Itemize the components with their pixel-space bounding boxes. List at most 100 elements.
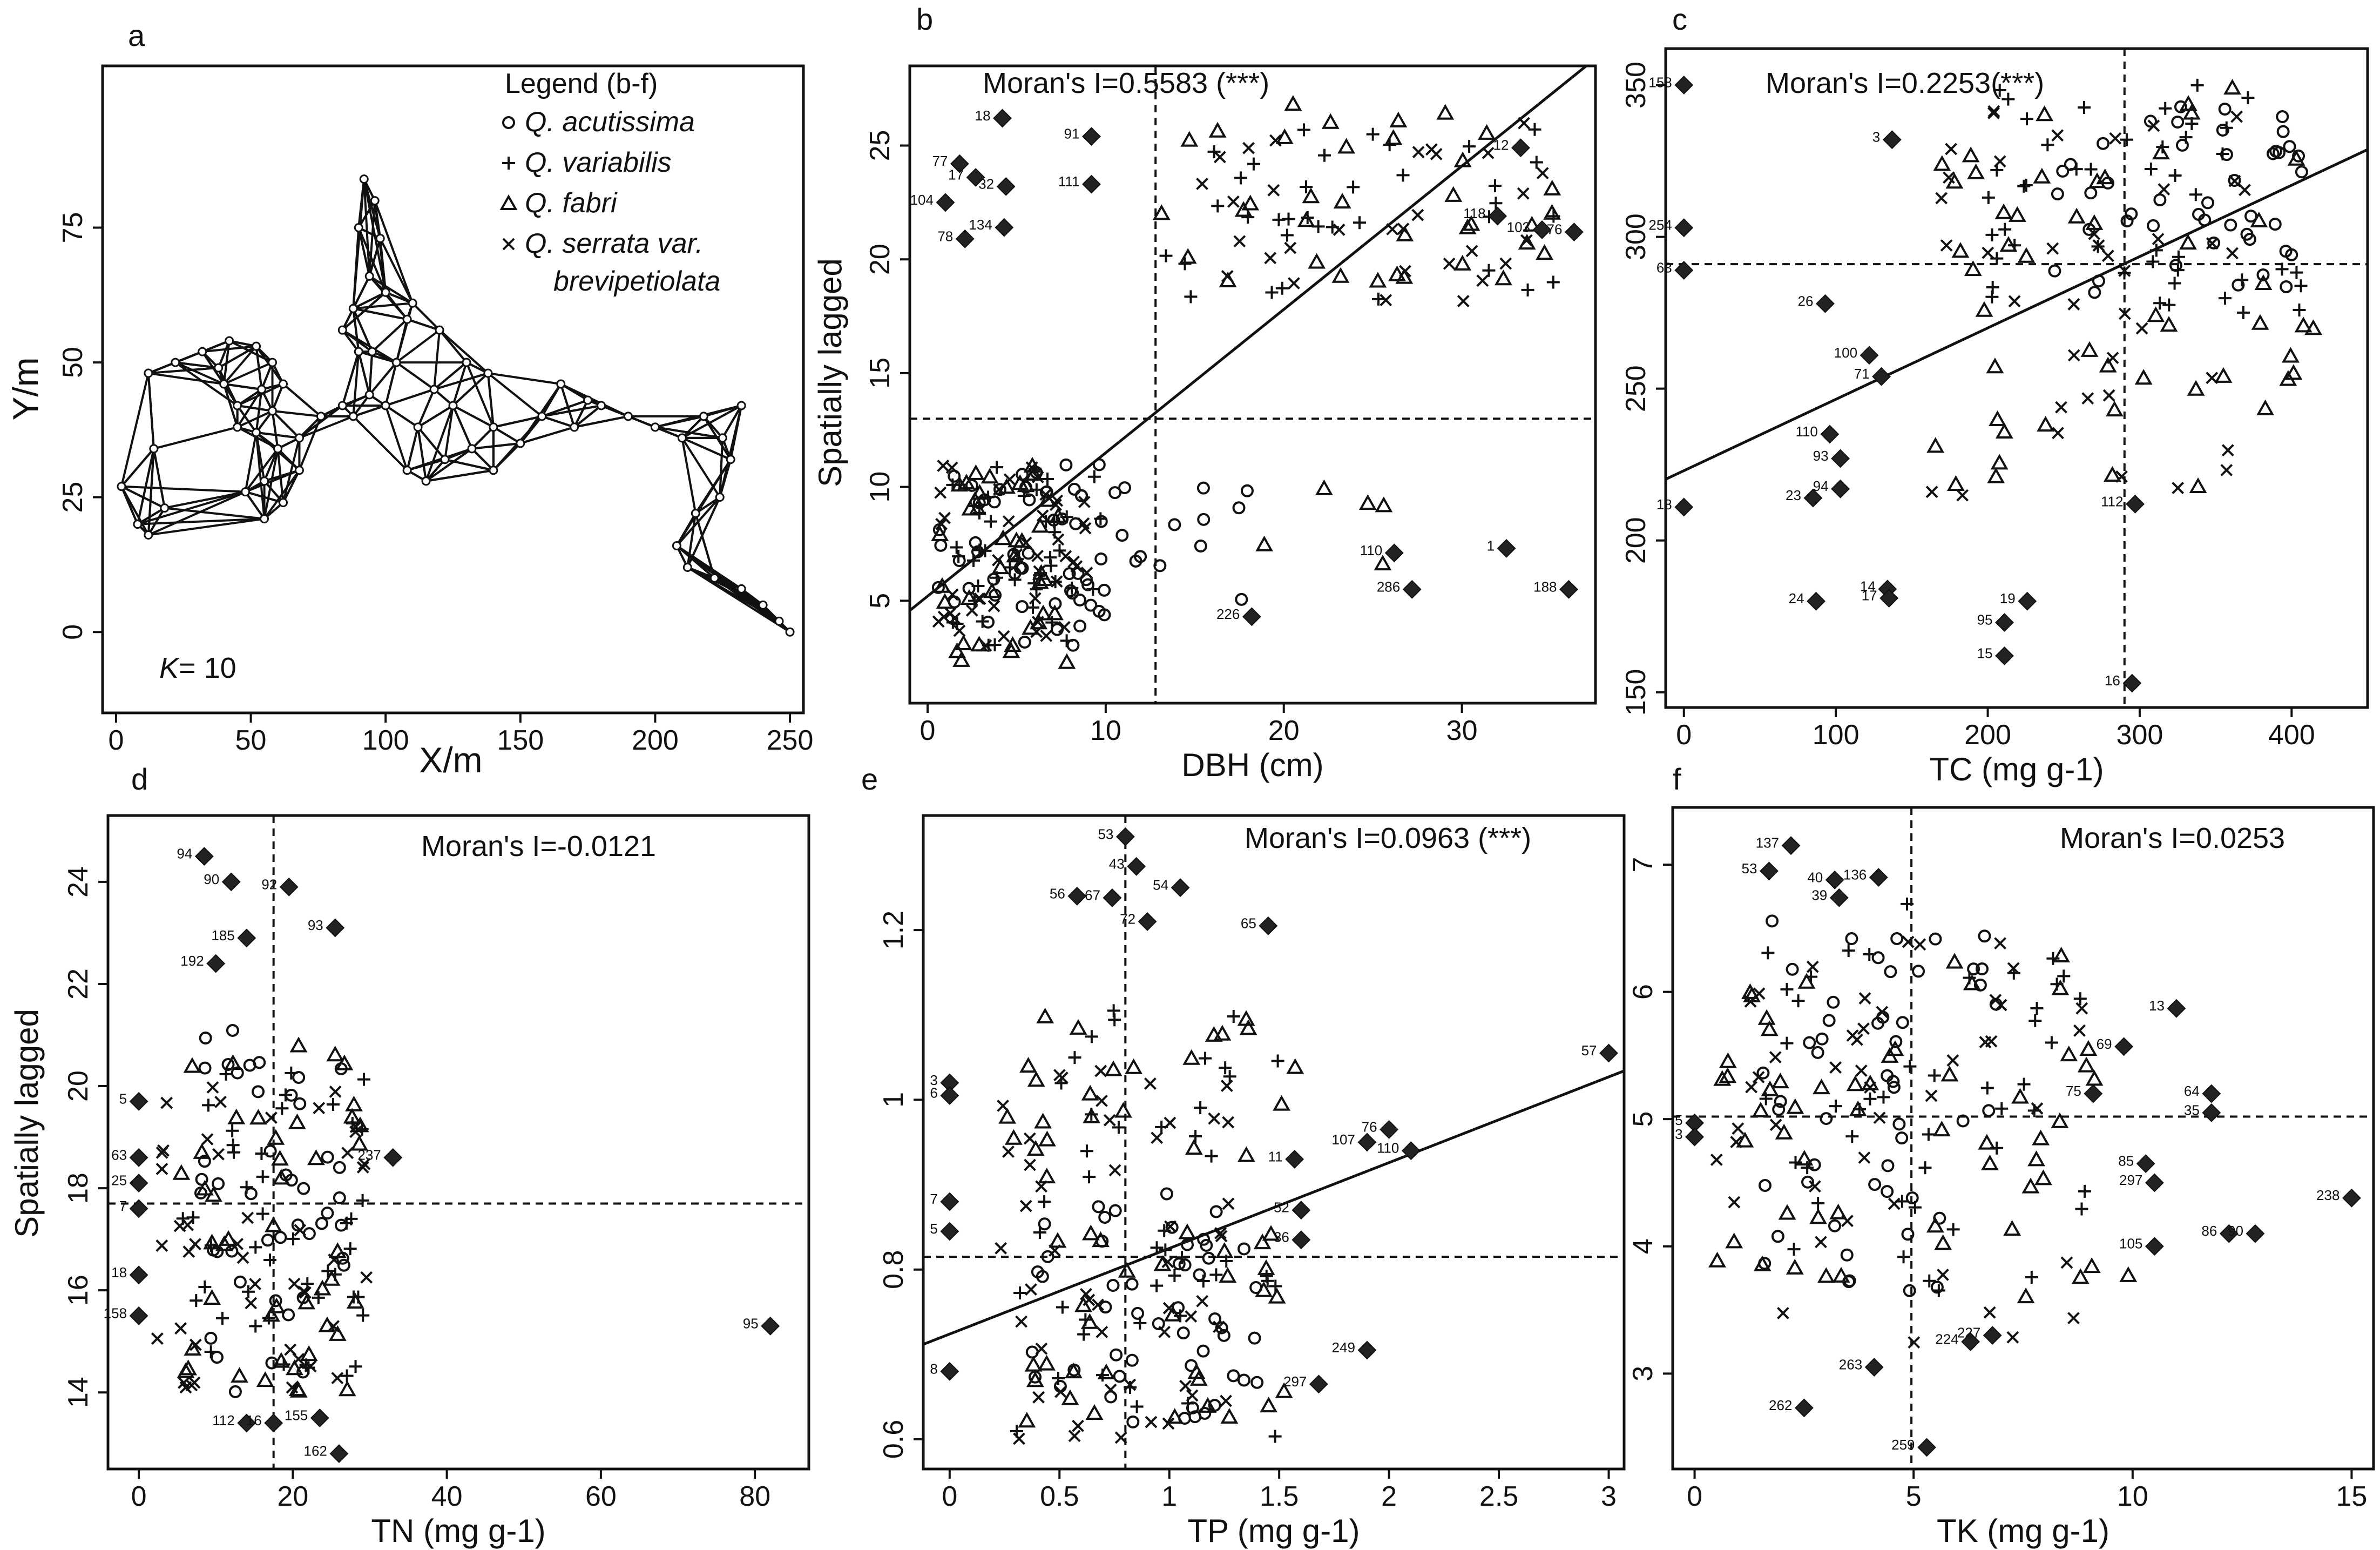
network-edge xyxy=(120,373,150,487)
network-node xyxy=(440,455,450,464)
data-point-triangle xyxy=(1239,1019,1257,1035)
data-point-cross xyxy=(1068,1430,1081,1443)
data-point-triangle xyxy=(262,1306,280,1322)
data-point-circle xyxy=(1153,559,1167,572)
data-point-circle xyxy=(282,1308,295,1322)
data-point-circle xyxy=(333,1161,346,1174)
data-point-cross xyxy=(1777,1307,1789,1319)
data-point-plus xyxy=(1489,197,1503,210)
outlier-label: 69 xyxy=(2097,1036,2112,1052)
data-point-triangle xyxy=(1004,636,1022,652)
x-tick-label: 2.5 xyxy=(1479,1481,1518,1512)
data-point-plus xyxy=(201,1099,215,1112)
network-node xyxy=(672,541,681,551)
data-point-plus xyxy=(2017,179,2031,193)
outlier-label: 5 xyxy=(930,1221,937,1237)
data-point-triangle xyxy=(267,1129,285,1145)
outlier-label: 90 xyxy=(204,871,219,887)
data-point-plus xyxy=(2017,1077,2031,1091)
network-edge xyxy=(237,404,273,412)
outlier-label: 3 xyxy=(1675,1126,1682,1142)
y-tick-label: 6 xyxy=(1627,984,1659,1000)
outlier-point xyxy=(1127,857,1146,876)
data-point-plus xyxy=(978,544,992,557)
network-edge xyxy=(222,340,231,385)
data-point-cross xyxy=(1914,938,1926,951)
outlier-point xyxy=(1357,1133,1377,1152)
data-point-triangle xyxy=(1255,535,1274,551)
data-point-plus xyxy=(2190,78,2204,92)
network-edge xyxy=(148,490,246,536)
data-point-triangle xyxy=(1967,163,1985,179)
network-edge xyxy=(137,507,165,525)
data-point-circle xyxy=(1178,1258,1192,1272)
data-point-cross xyxy=(944,607,957,619)
outlier-point xyxy=(1917,1438,1936,1457)
data-point-plus xyxy=(1211,199,1225,213)
data-point-plus xyxy=(2084,163,2098,176)
data-point-cross xyxy=(174,1322,187,1335)
data-point-triangle xyxy=(1125,1058,1143,1074)
data-point-triangle xyxy=(1809,1208,1827,1224)
network-node xyxy=(462,358,471,367)
data-point-triangle xyxy=(328,1325,347,1341)
data-point-circle xyxy=(244,1187,258,1201)
network-node xyxy=(726,455,735,464)
network-edge xyxy=(452,405,494,428)
data-point-cross xyxy=(1769,1051,1782,1064)
data-point-cross xyxy=(1164,1116,1177,1129)
data-point-cross xyxy=(157,1144,170,1157)
data-point-plus xyxy=(952,550,965,563)
data-point-plus xyxy=(1209,1268,1223,1282)
data-point-cross xyxy=(328,1254,341,1266)
network-edge xyxy=(147,448,155,535)
data-point-circle xyxy=(2171,115,2185,129)
network-edge xyxy=(444,458,494,471)
network-node xyxy=(359,174,369,184)
data-point-cross xyxy=(1855,1064,1868,1077)
network-edge xyxy=(368,238,382,277)
network-edge xyxy=(542,399,589,417)
data-point-triangle xyxy=(961,500,979,516)
data-point-triangle xyxy=(1384,129,1403,145)
data-point-cross xyxy=(178,1376,190,1389)
data-point-triangle xyxy=(1038,1354,1056,1371)
data-point-circle xyxy=(1801,1175,1815,1189)
data-point-triangle xyxy=(1164,1305,1182,1322)
legend: Legend (b-f) Q. acutissima Q. variabilis Q.… xyxy=(499,68,720,297)
outlier-label: 39 xyxy=(1811,887,1827,903)
data-point-circle xyxy=(1871,951,1885,965)
outlier-point xyxy=(1082,174,1101,194)
data-point-triangle xyxy=(2284,364,2303,380)
data-point-plus xyxy=(1366,127,1380,141)
data-point-circle xyxy=(1104,1390,1118,1404)
x-tick-label: 1 xyxy=(1161,1481,1177,1512)
data-point-triangle xyxy=(2250,211,2268,227)
data-point-triangle xyxy=(1995,422,2013,439)
data-point-circle xyxy=(297,1182,310,1195)
data-point-circle xyxy=(1240,484,1254,497)
data-point-plus xyxy=(1265,286,1279,299)
data-point-triangle xyxy=(326,1046,344,1062)
network-edge xyxy=(245,490,284,504)
network-node xyxy=(149,444,159,454)
data-point-circle xyxy=(1094,552,1108,566)
data-point-cross xyxy=(1745,1081,1758,1094)
data-point-cross xyxy=(1215,1230,1228,1243)
data-point-circle xyxy=(212,1177,225,1190)
data-point-cross xyxy=(1841,1215,1854,1228)
data-point-triangle xyxy=(2017,247,2036,263)
network-edge xyxy=(395,329,441,363)
data-point-plus xyxy=(344,1212,358,1225)
network-edge xyxy=(342,394,370,407)
network-node xyxy=(268,358,278,367)
network-edge xyxy=(357,227,387,293)
data-point-triangle xyxy=(2282,347,2300,363)
data-point-cross xyxy=(953,624,966,637)
data-point-circle xyxy=(1194,539,1207,552)
outlier-label: 259 xyxy=(1891,1437,1915,1453)
data-point-circle xyxy=(1110,1348,1123,1362)
outlier-point xyxy=(2202,1084,2221,1103)
data-point-triangle xyxy=(338,1380,356,1397)
moran-label: Moran's I=0.0963 (***) xyxy=(1245,822,1531,854)
